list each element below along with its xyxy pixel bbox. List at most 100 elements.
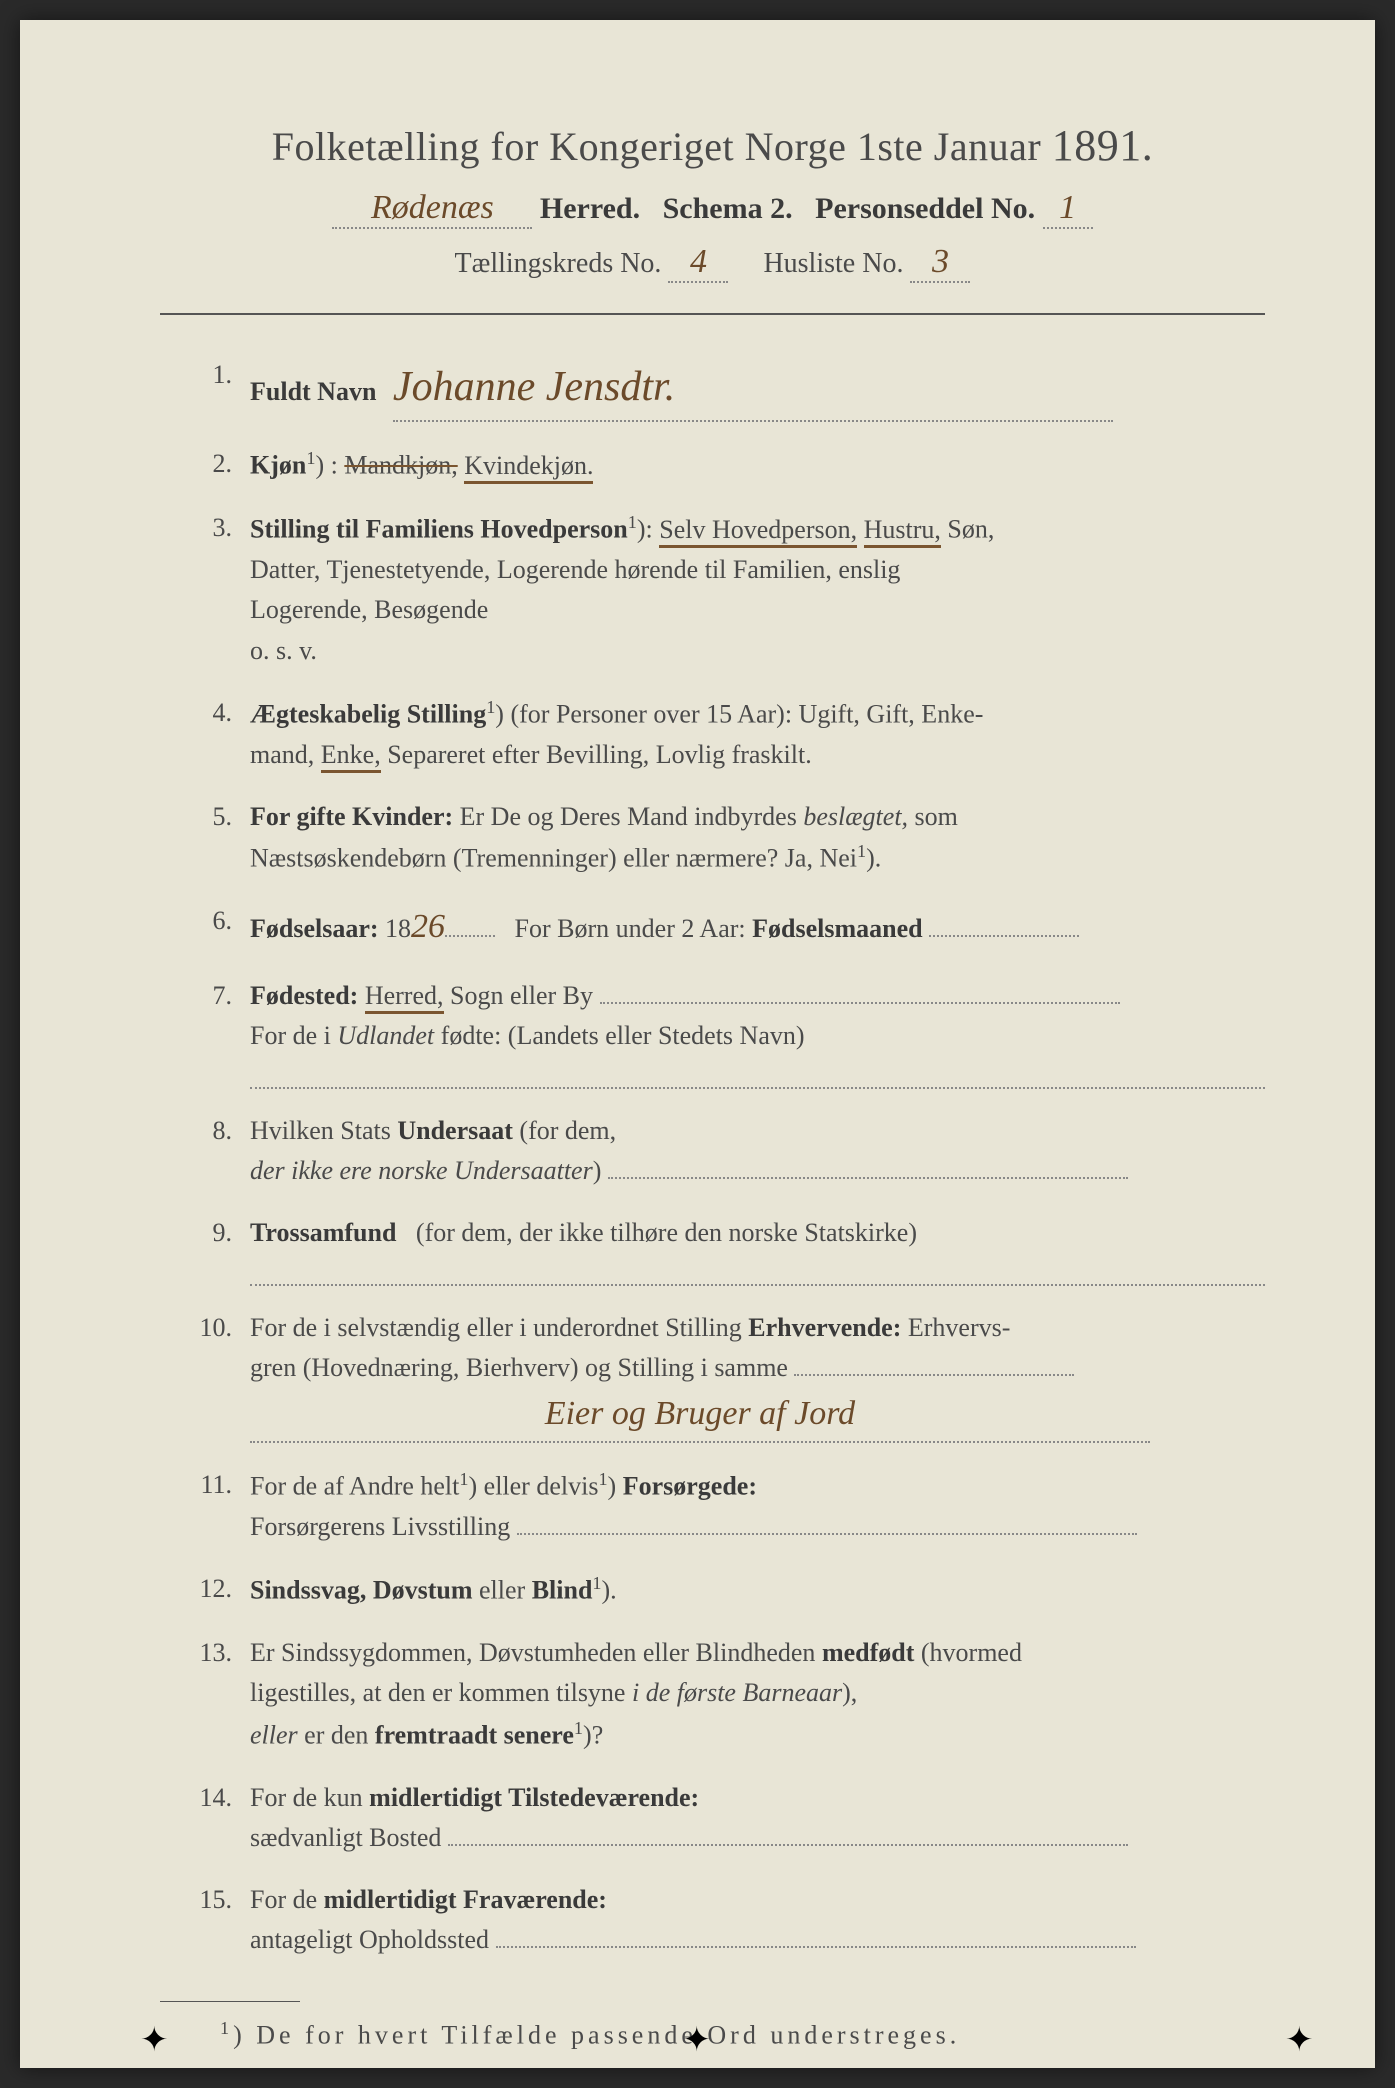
q11-num: 11. bbox=[190, 1465, 250, 1505]
form-title: Folketælling for Kongeriget Norge 1ste J… bbox=[160, 120, 1265, 171]
q4-rest: Separeret efter Bevilling, Lovlig fraski… bbox=[387, 740, 812, 769]
q1-name-hw: Johanne Jensdtr. bbox=[393, 364, 675, 410]
q6-year-hw: 26 bbox=[411, 908, 445, 945]
q14-row: 14. For de kun midlertidigt Tilstedevære… bbox=[190, 1778, 1265, 1859]
q13-eller: eller bbox=[250, 1720, 298, 1749]
q10-row: 10. For de i selvstændig eller i underor… bbox=[190, 1308, 1265, 1443]
header-line-2: Rødenæs Herred. Schema 2. Personseddel N… bbox=[160, 189, 1265, 229]
q3-row: 3. Stilling til Familiens Hovedperson1):… bbox=[190, 508, 1265, 671]
q3-line4: o. s. v. bbox=[250, 636, 317, 665]
q13-line1c: (hvormed bbox=[921, 1638, 1022, 1667]
q2-label: Kjøn bbox=[250, 451, 306, 480]
q11-forsorgede: Forsørgede: bbox=[623, 1472, 757, 1501]
personseddel-no-hw: 1 bbox=[1059, 189, 1076, 226]
q9-blank-line bbox=[250, 1260, 1265, 1286]
q7-label: Fødested: bbox=[250, 981, 358, 1010]
herred-handwritten: Rødenæs bbox=[371, 189, 494, 226]
q14-line1a: For de kun bbox=[250, 1783, 363, 1812]
q2-num: 2. bbox=[190, 444, 250, 484]
q13-line3a: er den bbox=[304, 1720, 368, 1749]
q15-num: 15. bbox=[190, 1880, 250, 1920]
footnote-sup: 1 bbox=[220, 2018, 233, 2038]
q1-label: Fuldt Navn bbox=[250, 377, 376, 406]
q5-line2: Næstsøskendebørn (Tremenninger) eller næ… bbox=[250, 844, 857, 873]
q3-selv-hovedperson: Selv Hovedperson, bbox=[659, 515, 857, 548]
q4-sup: 1 bbox=[486, 697, 495, 717]
q5-label: For gifte Kvinder: bbox=[250, 802, 453, 831]
q11-row: 11. For de af Andre helt1) eller delvis1… bbox=[190, 1465, 1265, 1547]
q5-row: 5. For gifte Kvinder: Er De og Deres Man… bbox=[190, 797, 1265, 879]
q11-line1a: For de af Andre helt bbox=[250, 1472, 459, 1501]
punch-hole-left: ✦ bbox=[140, 2020, 170, 2050]
q12-blind: Blind bbox=[532, 1576, 593, 1605]
q1-row: 1. Fuldt Navn Johanne Jensdtr. bbox=[190, 355, 1265, 422]
q7-line2b: fødte: (Landets eller Stedets Navn) bbox=[441, 1021, 805, 1050]
q12-sup: 1 bbox=[592, 1573, 601, 1593]
q11-sup2: 1 bbox=[598, 1469, 607, 1489]
q7-udlandet: Udlandet bbox=[337, 1021, 434, 1050]
q11-sup1: 1 bbox=[459, 1469, 468, 1489]
q3-hustru: Hustru, bbox=[864, 515, 941, 548]
q13-line1a: Er Sindssygdommen, Døvstumheden eller Bl… bbox=[250, 1638, 815, 1667]
herred-label: Herred. bbox=[540, 192, 640, 225]
q3-sup: 1 bbox=[628, 512, 637, 532]
q6-row: 6. Fødselsaar: 1826 For Børn under 2 Aar… bbox=[190, 901, 1265, 954]
husliste-label: Husliste No. bbox=[763, 248, 903, 279]
q9-rest: (for dem, der ikke tilhøre den norske St… bbox=[416, 1218, 917, 1247]
q13-fremtraadt: fremtraadt senere bbox=[375, 1720, 574, 1749]
q8-row: 8. Hvilken Stats Undersaat (for dem, der… bbox=[190, 1111, 1265, 1192]
q10-hw: Eier og Bruger af Jord bbox=[545, 1395, 855, 1432]
q8-line1c: (for dem, bbox=[519, 1116, 616, 1145]
q1-num: 1. bbox=[190, 355, 250, 395]
q3-line3: Logerende, Besøgende bbox=[250, 595, 488, 624]
q13-medfodt: medfødt bbox=[822, 1638, 914, 1667]
q9-row: 9. Trossamfund (for dem, der ikke tilhør… bbox=[190, 1213, 1265, 1285]
q4-num: 4. bbox=[190, 693, 250, 733]
q5-sup: 1 bbox=[857, 841, 866, 861]
q5-line1: Er De og Deres Mand indbyrdes bbox=[460, 802, 797, 831]
q5-som: som bbox=[915, 802, 958, 831]
q6-num: 6. bbox=[190, 901, 250, 941]
q11-line2: Forsørgerens Livsstilling bbox=[250, 1512, 510, 1541]
q3-line2: Datter, Tjenestetyende, Logerende hørend… bbox=[250, 555, 900, 584]
q8-line1a: Hvilken Stats bbox=[250, 1116, 391, 1145]
q2-sup: 1 bbox=[306, 448, 315, 468]
q5-num: 5. bbox=[190, 797, 250, 837]
q13-line2b: ), bbox=[842, 1678, 857, 1707]
q4-enke: Enke, bbox=[321, 740, 381, 773]
q6-label1: Fødselsaar: bbox=[250, 914, 379, 943]
footnote-text: De for hvert Tilfælde passende Ord under… bbox=[256, 2020, 960, 2049]
kreds-label: Tællingskreds No. bbox=[455, 248, 662, 279]
footnote: 1) De for hvert Tilfælde passende Ord un… bbox=[160, 2018, 1265, 2051]
q15-fravaerende: midlertidigt Fraværende: bbox=[324, 1885, 607, 1914]
q15-line2: antageligt Opholdssted bbox=[250, 1925, 489, 1954]
q10-erhvervende: Erhvervende: bbox=[748, 1313, 901, 1342]
q8-undersaat: Undersaat bbox=[397, 1116, 513, 1145]
q7-herred: Herred, bbox=[365, 981, 444, 1014]
punch-hole-right: ✦ bbox=[1285, 2020, 1315, 2050]
header-line-3: Tællingskreds No. 4 Husliste No. 3 bbox=[160, 243, 1265, 283]
q8-num: 8. bbox=[190, 1111, 250, 1151]
q6-label2: For Børn under 2 Aar: bbox=[515, 914, 746, 943]
q2-opt-mandkjon: Mandkjøn, bbox=[344, 451, 457, 480]
census-form-page: Folketælling for Kongeriget Norge 1ste J… bbox=[20, 20, 1375, 2068]
husliste-no-hw: 3 bbox=[932, 243, 949, 280]
q7-blank-line bbox=[250, 1063, 1265, 1089]
q13-q: ? bbox=[592, 1720, 604, 1749]
title-year: 1891. bbox=[1052, 121, 1154, 170]
q14-line2: sædvanligt Bosted bbox=[250, 1823, 441, 1852]
q12-eller: eller bbox=[479, 1576, 525, 1605]
q7-row: 7. Fødested: Herred, Sogn eller By For d… bbox=[190, 976, 1265, 1089]
q7-num: 7. bbox=[190, 976, 250, 1016]
q12-label: Sindssvag, Døvstum bbox=[250, 1576, 473, 1605]
q12-num: 12. bbox=[190, 1569, 250, 1609]
q12-row: 12. Sindssvag, Døvstum eller Blind1). bbox=[190, 1569, 1265, 1611]
punch-hole-center: ✦ bbox=[683, 2020, 713, 2050]
q5-beslaegtet: beslægtet, bbox=[803, 802, 908, 831]
q6-label3: Fødselsmaaned bbox=[752, 914, 922, 943]
q10-num: 10. bbox=[190, 1308, 250, 1348]
q11-line1b: eller delvis bbox=[484, 1472, 599, 1501]
q13-barneaar: i de første Barneaar bbox=[632, 1678, 842, 1707]
personseddel-label: Personseddel No. bbox=[815, 192, 1035, 225]
q2-opt-kvindekjon: Kvindekjøn. bbox=[464, 451, 593, 484]
